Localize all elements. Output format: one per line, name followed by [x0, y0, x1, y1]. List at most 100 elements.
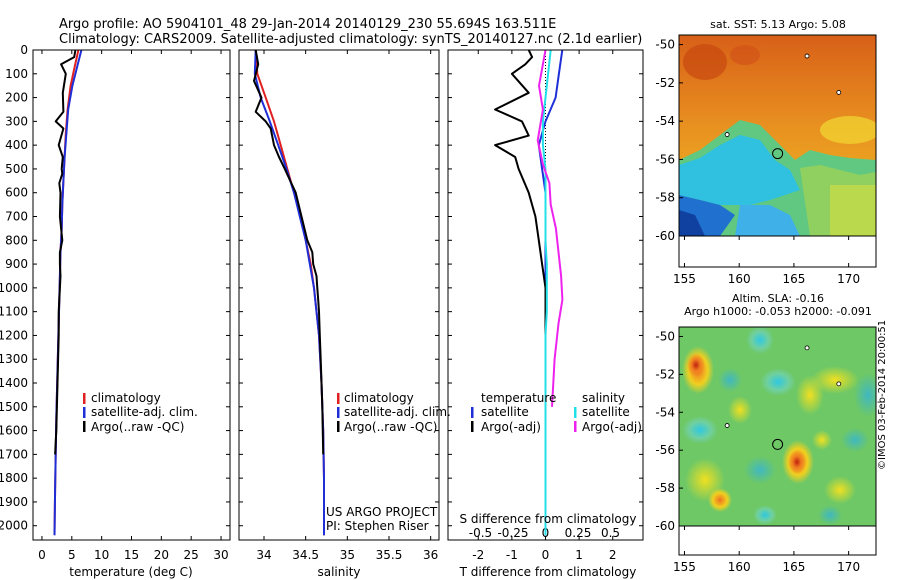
- legend-s-argo: Argo(-adj): [582, 420, 642, 434]
- depth-axis-labels: 0 100 200 300 400 500 600 700 800 900 1000 1100 1200…: [0, 43, 28, 533]
- x-tick-label: 1: [575, 548, 583, 562]
- map-x-tick-label: 160: [728, 560, 751, 574]
- map-x-tick-label: 165: [782, 560, 805, 574]
- legend-salinity-heading: salinity: [582, 391, 625, 405]
- series-line-satellite: [253, 50, 325, 536]
- temperature-ticks: 0 5 10 15 20 25 30: [33, 49, 230, 562]
- legend-swatch-s-argo: [574, 421, 577, 432]
- legend-satellite: satellite-adj. clim.: [344, 405, 451, 419]
- depth-tick-label: 1900: [0, 495, 28, 509]
- map-x-tick-label: 155: [673, 560, 696, 574]
- legend-satellite: satellite-adj. clim.: [91, 405, 198, 419]
- island-marker: [804, 345, 810, 351]
- depth-tick-label: 1400: [0, 376, 28, 390]
- depth-tick-label: 700: [5, 210, 28, 224]
- x-tick-label: 5: [68, 548, 76, 562]
- depth-tick-label: 1100: [0, 305, 28, 319]
- x-tick-label: 34.5: [292, 548, 319, 562]
- temperature-legend: climatology satellite-adj. clim. Argo(..…: [83, 391, 198, 434]
- x-tick-label: 35: [340, 548, 355, 562]
- map-y-tick-label: -54: [655, 114, 675, 128]
- salinity-ticks: 34 34.5 35 35.5 36: [239, 49, 439, 562]
- series-line-sal-satellite: [541, 50, 552, 536]
- island-marker: [724, 423, 730, 428]
- depth-tick-label: 400: [5, 138, 28, 152]
- depth-tick-label: 500: [5, 162, 28, 176]
- header-line-2: Climatology: CARS2009. Satellite-adjuste…: [59, 32, 642, 47]
- temperature-xlabel: temperature (deg C): [69, 565, 192, 579]
- map-y-tick-label: -58: [655, 191, 675, 205]
- x-tick-label: 10: [94, 548, 109, 562]
- imos-side-label: ©IMOS 03-Feb-2014 20:00:51: [877, 319, 888, 470]
- salinity-xlabel: salinity: [317, 565, 360, 579]
- series-line-argo: [253, 50, 325, 455]
- x-tick-label: 25: [184, 548, 199, 562]
- salinity-legend: climatology satellite-adj. clim. Argo(..…: [337, 391, 451, 434]
- series-line-sal-argo: [536, 50, 564, 407]
- x-tick-label: 15: [124, 548, 139, 562]
- depth-tick-label: 900: [5, 257, 28, 271]
- salinity-series: [253, 50, 325, 536]
- depth-tick-label: 100: [5, 67, 28, 81]
- sst-map-ticks: 155 160 165 170 -50 -52 -54 -56 -58 -60: [655, 38, 877, 286]
- legend-climatology: climatology: [91, 391, 161, 405]
- legend-swatch-climatology: [337, 393, 340, 404]
- map-lower-frame: [678, 235, 877, 268]
- sla-map-ticks: 155 160 165 170 -50 -52 -54 -56 -58 -60: [655, 329, 877, 574]
- difference-xlabel-top: S difference from climatology: [460, 512, 637, 526]
- salinity-panel: 34 34.5 35 35.5 36 salinity climatology sate…: [238, 49, 451, 579]
- legend-swatch-t-argo: [471, 421, 474, 432]
- map-y-tick-label: -54: [655, 405, 675, 419]
- x-tick-label: 20: [154, 548, 169, 562]
- depth-tick-label: 1200: [0, 328, 28, 342]
- top-tick-label: 0.25: [565, 526, 592, 540]
- map-y-tick-label: -56: [655, 443, 675, 457]
- sst-field: [679, 35, 876, 236]
- legend-s-satellite: satellite: [582, 405, 630, 419]
- island-marker: [836, 90, 842, 95]
- x-tick-label: 35.5: [376, 548, 403, 562]
- project-annotation: US ARGO PROJECT: [326, 505, 438, 519]
- sst-map: sat. SST: 5.13 Argo: 5.08 155 160 165 170 -5…: [655, 18, 877, 286]
- top-tick-label: 0.5: [601, 526, 620, 540]
- depth-tick-label: 600: [5, 186, 28, 200]
- temperature-panel: 0 5 10 15 20 25 30 temperature (deg C) climato…: [32, 49, 231, 579]
- depth-tick-label: 0: [20, 43, 28, 57]
- depth-tick-label: 200: [5, 91, 28, 105]
- depth-tick-label: 1800: [0, 471, 28, 485]
- sla-float-marker: [772, 438, 784, 450]
- legend-temperature-heading: temperature: [481, 391, 556, 405]
- sst-islands: [724, 53, 842, 137]
- depth-tick-label: 1500: [0, 400, 28, 414]
- map-y-tick-label: -56: [655, 152, 675, 166]
- legend-swatch-climatology: [83, 393, 86, 404]
- map-y-tick-label: -50: [655, 329, 675, 343]
- pi-annotation: PI: Stephen Riser: [326, 519, 429, 533]
- x-tick-label: 0: [38, 548, 46, 562]
- legend-swatch-argo: [83, 421, 86, 432]
- island-marker: [836, 381, 842, 387]
- x-tick-label: 36: [423, 548, 438, 562]
- x-tick-label: 2: [609, 548, 617, 562]
- map-y-tick-label: -50: [655, 38, 675, 52]
- legend-t-satellite: satellite: [481, 405, 529, 419]
- map-x-tick-label: 165: [782, 272, 805, 286]
- map-y-tick-label: -58: [655, 481, 675, 495]
- salinity-frame: [238, 49, 440, 541]
- x-tick-label: -2: [472, 548, 484, 562]
- header-line-1: Argo profile: AO 5904101_48 29-Jan-2014 …: [59, 17, 556, 32]
- map-x-tick-label: 170: [837, 272, 860, 286]
- legend-swatch-satellite: [337, 407, 340, 418]
- map-y-tick-label: -52: [655, 367, 675, 381]
- x-tick-label: 34: [256, 548, 271, 562]
- temperature-series: [53, 50, 83, 536]
- sla-map-subtitle: Argo h1000: -0.053 h2000: -0.091: [684, 305, 872, 318]
- sla-map-title: Altim. SLA: -0.16: [732, 292, 824, 305]
- series-line-argo: [54, 50, 77, 455]
- temperature-frame: [32, 49, 231, 541]
- legend-swatch-s-satellite: [574, 407, 577, 418]
- map-lower-frame: [678, 525, 877, 556]
- legend-argo: Argo(..raw -QC): [91, 420, 184, 434]
